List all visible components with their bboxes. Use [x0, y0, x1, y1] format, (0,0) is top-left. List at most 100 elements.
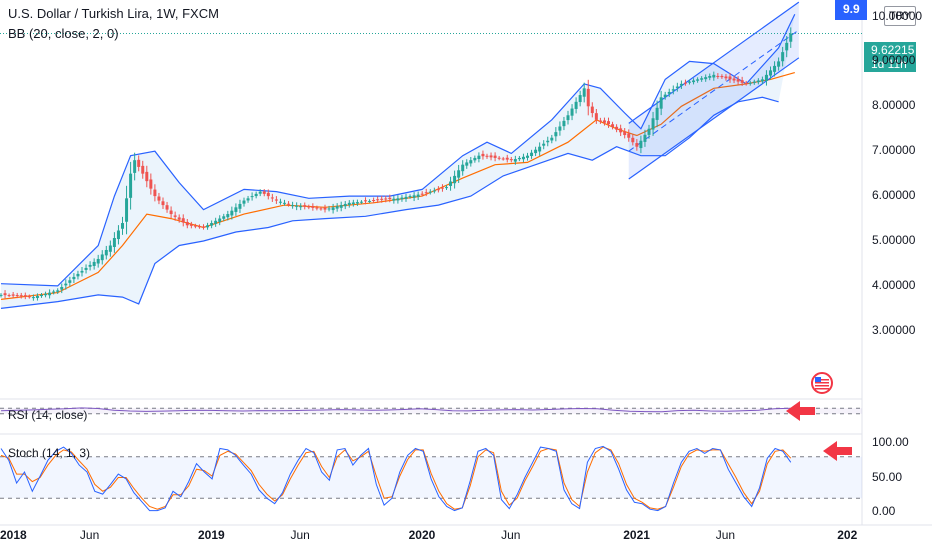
candle-body: [602, 120, 606, 123]
candle-body: [696, 79, 700, 81]
candle-body: [181, 218, 185, 223]
candle-body: [270, 197, 274, 199]
time-tick-label: 2018: [0, 528, 27, 542]
stoch-tick-label: 0.00: [872, 504, 896, 518]
candle-body: [550, 137, 554, 141]
candle-body: [582, 88, 586, 97]
candle-body: [683, 82, 687, 84]
candle-body: [368, 200, 372, 202]
candle-body: [420, 193, 424, 195]
candle-body: [145, 171, 149, 182]
rsi-band-fill: [0, 408, 862, 414]
candle-body: [351, 202, 355, 204]
candle-body: [586, 88, 590, 107]
candle-body: [125, 198, 129, 222]
last-price-value: 9.62215: [871, 43, 915, 57]
candle-body: [380, 198, 384, 200]
bb-indicator-label[interactable]: BB (20, close, 2, 0): [8, 26, 119, 41]
candle-body: [436, 189, 440, 191]
candle-body: [372, 200, 376, 202]
candle-body: [153, 189, 157, 197]
chart-title: U.S. Dollar / Turkish Lira, 1W, FXCM: [8, 6, 219, 21]
candle-body: [27, 296, 31, 298]
candle-body: [773, 65, 777, 72]
candle-body: [7, 295, 11, 297]
candle-body: [704, 77, 708, 80]
candle-body: [517, 157, 521, 160]
candle-body: [501, 158, 505, 160]
time-tick-label: 2019: [198, 528, 225, 542]
candle-body: [133, 160, 137, 173]
candle-body: [283, 202, 286, 204]
candle-body: [388, 197, 392, 200]
candle-body: [116, 230, 120, 240]
candle-body: [141, 165, 145, 174]
candle-body: [708, 75, 712, 78]
stoch-pane-label[interactable]: Stoch (14, 1, 3): [8, 446, 91, 460]
candle-body: [590, 106, 594, 114]
candle-body: [121, 223, 124, 229]
candle-body: [526, 155, 529, 158]
candle-body: [558, 126, 562, 131]
candle-body: [108, 245, 112, 252]
stoch-tick-label: 50.00: [872, 469, 903, 484]
candle-body: [562, 120, 566, 127]
candle-body: [538, 146, 542, 152]
candle-body: [740, 80, 744, 83]
candle-body: [189, 224, 193, 226]
price-tick-label: 7.00000: [872, 143, 916, 158]
candle-body: [521, 156, 525, 160]
candle-body: [764, 74, 768, 81]
candle-body: [64, 283, 68, 286]
time-tick-label: Jun: [290, 528, 310, 542]
candle-body: [546, 140, 550, 143]
candle-body: [457, 170, 461, 178]
candle-body: [169, 210, 173, 215]
candle-body: [287, 203, 291, 205]
candle-body: [48, 292, 52, 296]
candle-body: [347, 202, 351, 205]
us-flag-stripe: [815, 385, 829, 387]
rsi-line: [0, 407, 791, 413]
candle-body: [319, 208, 323, 210]
candle-body: [165, 205, 169, 210]
rsi-pane-label[interactable]: RSI (14, close): [8, 408, 88, 422]
candle-body: [744, 82, 748, 84]
candle-body: [149, 179, 153, 189]
candle-body: [274, 199, 278, 201]
candle-body: [214, 220, 218, 224]
bollinger-lower-band: [0, 96, 779, 309]
us-flag-canton: [815, 377, 821, 382]
candle-body: [254, 193, 258, 197]
candle-body: [96, 258, 100, 264]
candle-body: [238, 203, 242, 209]
candle-body: [230, 210, 234, 216]
candle-body: [404, 196, 408, 199]
candle-body: [623, 131, 627, 136]
candle-body: [615, 126, 619, 130]
candle-body: [44, 293, 48, 296]
candle-body: [720, 76, 724, 78]
candle-body: [104, 249, 108, 256]
candle-body: [218, 218, 222, 222]
candle-body: [185, 221, 189, 226]
candle-body: [635, 143, 639, 147]
candle-body: [679, 83, 683, 86]
candle-body: [161, 201, 165, 206]
candle-body: [266, 192, 270, 197]
candle-body: [440, 187, 444, 189]
candle-body: [3, 293, 7, 296]
price-tick-label: 9.00000: [872, 53, 916, 68]
candle-body: [400, 197, 404, 200]
candle-body: [473, 157, 477, 161]
candle-body: [513, 159, 517, 162]
time-tick-label: 2021: [623, 528, 650, 542]
candle-body: [489, 155, 493, 158]
candle-body: [481, 153, 485, 157]
currency-button[interactable]: TRY: [884, 6, 916, 26]
candle-body: [732, 78, 736, 81]
candle-body: [667, 91, 671, 94]
candle-body: [210, 223, 214, 226]
left-arrow-icon: [823, 441, 852, 461]
